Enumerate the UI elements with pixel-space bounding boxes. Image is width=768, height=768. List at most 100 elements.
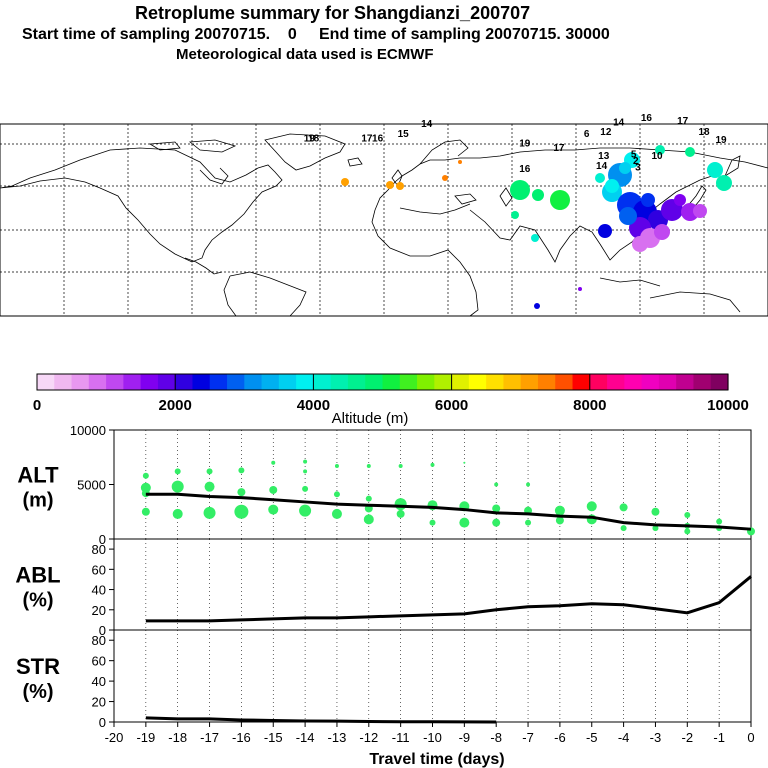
plume-day-label: 19 xyxy=(519,138,531,149)
plume-day-label: 14 xyxy=(421,119,433,130)
colorbar-swatch xyxy=(365,374,384,390)
colorbar-tick-label: 10000 xyxy=(707,397,749,414)
x-tick-label: -16 xyxy=(232,730,251,745)
colorbar-swatch xyxy=(296,374,314,390)
colorbar-tick-label: 8000 xyxy=(573,397,606,414)
panel-label: ABL xyxy=(15,563,60,588)
panel-label: ALT xyxy=(17,463,59,488)
plume-location xyxy=(716,175,732,191)
altitude-point xyxy=(651,507,660,516)
altitude-point xyxy=(238,467,245,474)
panel-unit: (m) xyxy=(22,490,53,512)
plume-location xyxy=(707,162,723,178)
plume-location xyxy=(693,204,707,218)
colorbar-swatch xyxy=(330,374,349,390)
altitude-point xyxy=(204,481,215,492)
colorbar-swatch xyxy=(37,374,55,390)
plume-day-label: 15 xyxy=(398,129,410,140)
plume-day-label: 16 xyxy=(641,113,653,124)
plume-location xyxy=(532,189,544,201)
x-tick-label: -19 xyxy=(136,730,155,745)
plume-day-label: 17 xyxy=(361,134,373,145)
plume-location xyxy=(655,145,665,155)
altitude-point xyxy=(652,525,659,532)
altitude-point xyxy=(206,468,213,475)
x-tick-label: -15 xyxy=(264,730,283,745)
colorbar-swatch xyxy=(607,374,625,390)
plume-location xyxy=(534,303,540,309)
altitude-point xyxy=(398,463,403,468)
plume-location xyxy=(550,190,570,210)
panel-str: 0 20 40 60 80 STR(%) xyxy=(16,629,752,730)
panel-frame xyxy=(113,629,752,723)
altitude-point xyxy=(430,462,435,467)
colorbar-swatch xyxy=(209,374,228,390)
plume-day-label: 14 xyxy=(613,118,625,129)
plume-day-label: 3 xyxy=(635,162,641,173)
colorbar-tick-label: 2000 xyxy=(159,397,192,414)
panel-alt: 0 5000 10000 ALT(m) xyxy=(17,423,755,547)
x-tick-label: -8 xyxy=(490,730,502,745)
altitude-point xyxy=(620,525,627,532)
colorbar-swatch xyxy=(123,374,142,390)
altitude-point xyxy=(271,460,276,465)
x-tick-label: -6 xyxy=(554,730,566,745)
colorbar-swatch xyxy=(278,374,297,390)
plume-day-label: 16 xyxy=(519,164,531,175)
colorbar-swatch xyxy=(486,374,505,390)
altitude-point xyxy=(171,480,184,493)
x-tick-label: -1 xyxy=(713,730,725,745)
altitude-point xyxy=(334,463,339,468)
colorbar-swatch xyxy=(693,374,712,390)
colorbar-swatch xyxy=(589,374,608,390)
y-tick-label: 20 xyxy=(92,695,106,710)
colorbar-swatch xyxy=(537,374,556,390)
coastlines xyxy=(0,133,768,317)
colorbar-swatch xyxy=(175,374,194,390)
plume-day-label: 18 xyxy=(698,127,710,138)
altitude-point xyxy=(396,509,405,518)
colorbar-swatch xyxy=(192,374,211,390)
plume-day-label: 17 xyxy=(553,143,565,154)
median-altitude-line xyxy=(145,492,752,531)
colorbar-tick-label: 4000 xyxy=(297,397,330,414)
colorbar-tick-label: 6000 xyxy=(435,397,468,414)
plume-location xyxy=(619,162,631,174)
colorbar-swatch xyxy=(520,374,539,390)
plume-day-label: 12 xyxy=(600,127,612,138)
plume-location xyxy=(386,181,394,189)
plume-location xyxy=(654,224,670,240)
plume-location xyxy=(458,160,462,164)
altitude-point xyxy=(716,518,723,525)
plume-day-label: 17 xyxy=(677,116,689,127)
colorbar-swatch xyxy=(710,374,729,390)
altitude-point xyxy=(394,498,407,511)
colorbar-swatch xyxy=(641,374,660,390)
plume-location xyxy=(598,224,612,238)
plume-day-label: 5 xyxy=(631,150,637,161)
x-tick-label: -7 xyxy=(522,730,534,745)
altitude-point xyxy=(299,504,312,517)
altitude-point xyxy=(492,504,501,513)
y-tick-label: 80 xyxy=(92,542,106,557)
colorbar-swatch xyxy=(399,374,418,390)
y-tick-label: 60 xyxy=(92,562,106,577)
plume-location xyxy=(578,287,582,291)
plume-day-label: 18 xyxy=(308,134,320,145)
y-tick-label: 40 xyxy=(92,583,106,598)
colorbar-swatch xyxy=(140,374,159,390)
altitude-point xyxy=(141,507,150,516)
altitude-colorbar: 0 2000 4000 6000 8000 10000 Altitude (m) xyxy=(33,373,749,427)
altitude-point xyxy=(142,472,149,479)
altitude-point xyxy=(365,495,372,502)
plume-location xyxy=(531,234,539,242)
x-tick-label: -4 xyxy=(618,730,630,745)
altitude-point xyxy=(268,504,279,515)
x-tick-label: -20 xyxy=(105,730,124,745)
x-tick-label: -5 xyxy=(586,730,598,745)
x-tick-label: -9 xyxy=(459,730,471,745)
x-tick-label: -11 xyxy=(392,730,410,745)
altitude-point xyxy=(174,468,181,475)
